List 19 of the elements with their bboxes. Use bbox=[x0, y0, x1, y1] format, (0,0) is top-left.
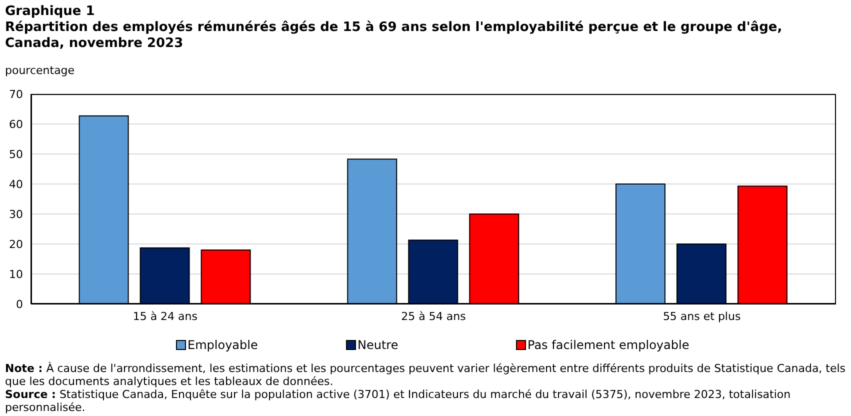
y-tick-label: 40 bbox=[9, 178, 23, 191]
y-tick-label: 60 bbox=[9, 118, 23, 131]
legend-label: Employable bbox=[188, 338, 258, 352]
source-note: Source : Statistique Canada, Enquête sur la population active (3701) et Indicateurs du marché du travail (5375), novembre 2023, totalisation personnalisée. bbox=[5, 388, 792, 414]
chart-title: Graphique 1 bbox=[5, 4, 96, 20]
x-tick-label: 55 ans et plus bbox=[662, 310, 741, 323]
y-tick-label: 30 bbox=[9, 208, 23, 221]
y-tick-label: 0 bbox=[16, 298, 23, 311]
x-tick-label: 15 à 24 ans bbox=[132, 310, 198, 323]
y-tick-label: 50 bbox=[9, 148, 23, 161]
legend-label: Pas facilement employable bbox=[528, 338, 690, 352]
y-tick-label: 20 bbox=[9, 238, 23, 251]
y-tick-label: 10 bbox=[9, 268, 23, 281]
chart-subtitle: Répartition des employés rémunérés âgés de 15 à 69 ans selon l'employabilité perçue et le groupe d'âge, Canada, novembre 2023 bbox=[5, 20, 784, 52]
y-tick-label: 70 bbox=[9, 88, 23, 101]
x-tick-label: 25 à 54 ans bbox=[401, 310, 466, 323]
text: Note : À cause de l'arrondissement, les estimations et les pourcentages peuvent varier légèrement entre différents produits de Statistique Canada, tels que les documents analytiques et les tableaux de données. bbox=[5, 362, 846, 388]
y-axis-title: pourcentage bbox=[5, 64, 75, 77]
legend-label: Neutre bbox=[358, 338, 398, 352]
